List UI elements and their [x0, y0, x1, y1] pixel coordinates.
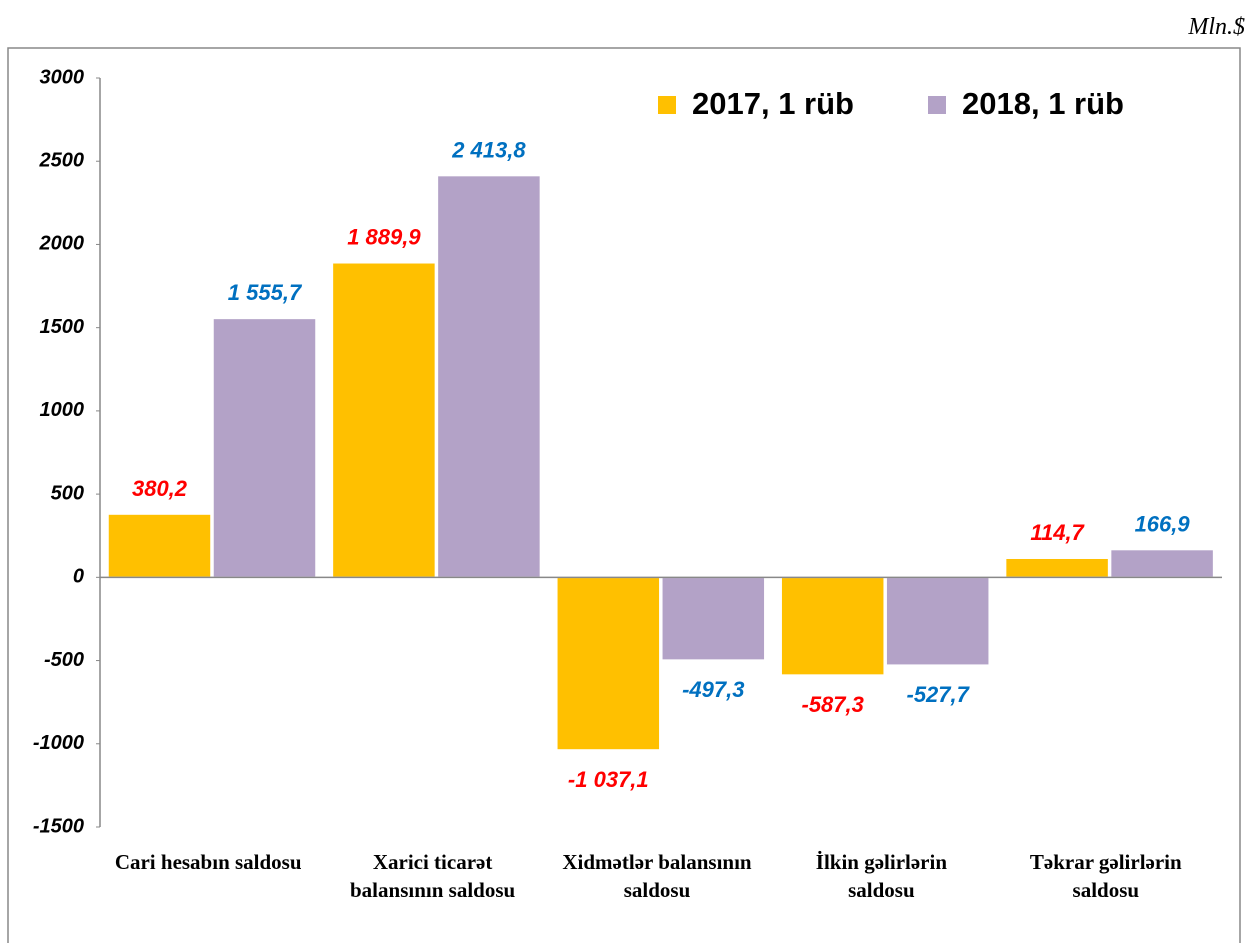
bar: [212, 317, 317, 579]
data-label: 1 889,9: [347, 225, 421, 250]
bar: [1004, 557, 1110, 579]
data-label: -527,7: [907, 682, 971, 707]
data-label: -497,3: [682, 677, 744, 702]
data-label: 114,7: [1030, 520, 1085, 545]
bar: [107, 513, 212, 579]
y-tick-label: 1500: [40, 316, 85, 338]
y-tick-label: -500: [44, 649, 84, 671]
chart-frame: [7, 47, 1241, 943]
data-label: -587,3: [802, 692, 864, 717]
bar: [556, 576, 661, 751]
data-label: 166,9: [1135, 511, 1191, 536]
y-tick-label: 2000: [39, 233, 85, 255]
legend-swatch: [928, 96, 946, 114]
bar: [661, 576, 766, 661]
bar: [780, 576, 885, 676]
unit-label: Mln.$: [1188, 14, 1245, 40]
x-tick-label: İlkin gəlirlərin saldosu: [815, 850, 948, 902]
y-tick-label: -1000: [33, 732, 84, 754]
y-tick-label: 3000: [40, 66, 85, 88]
x-tick-label: Xarici ticarət balansının saldosu: [350, 850, 516, 902]
y-tick-label: -1500: [33, 815, 84, 837]
data-label: -1 037,1: [568, 767, 649, 792]
x-tick-label: Cari hesabın saldosu: [114, 850, 302, 874]
data-label: 380,2: [132, 476, 188, 501]
y-tick-label: 0: [73, 566, 84, 588]
data-label: 1 555,7: [228, 280, 303, 305]
x-tick-label: Təkrar gəlirlərin saldosu: [1029, 850, 1182, 902]
bar: [331, 262, 437, 579]
y-tick-label: 1000: [40, 399, 85, 421]
bar: [885, 576, 990, 666]
data-label: 2 413,8: [451, 137, 526, 162]
bar: [1109, 548, 1215, 579]
bar: [436, 174, 542, 579]
y-tick-label: 2500: [39, 150, 85, 172]
legend-swatch: [658, 96, 676, 114]
legend-label: 2017, 1 rüb: [692, 86, 854, 121]
x-tick-label: Xidmətlər balansının saldosu: [562, 850, 752, 902]
legend-label: 2018, 1 rüb: [962, 86, 1124, 121]
y-tick-label: 500: [51, 482, 84, 504]
